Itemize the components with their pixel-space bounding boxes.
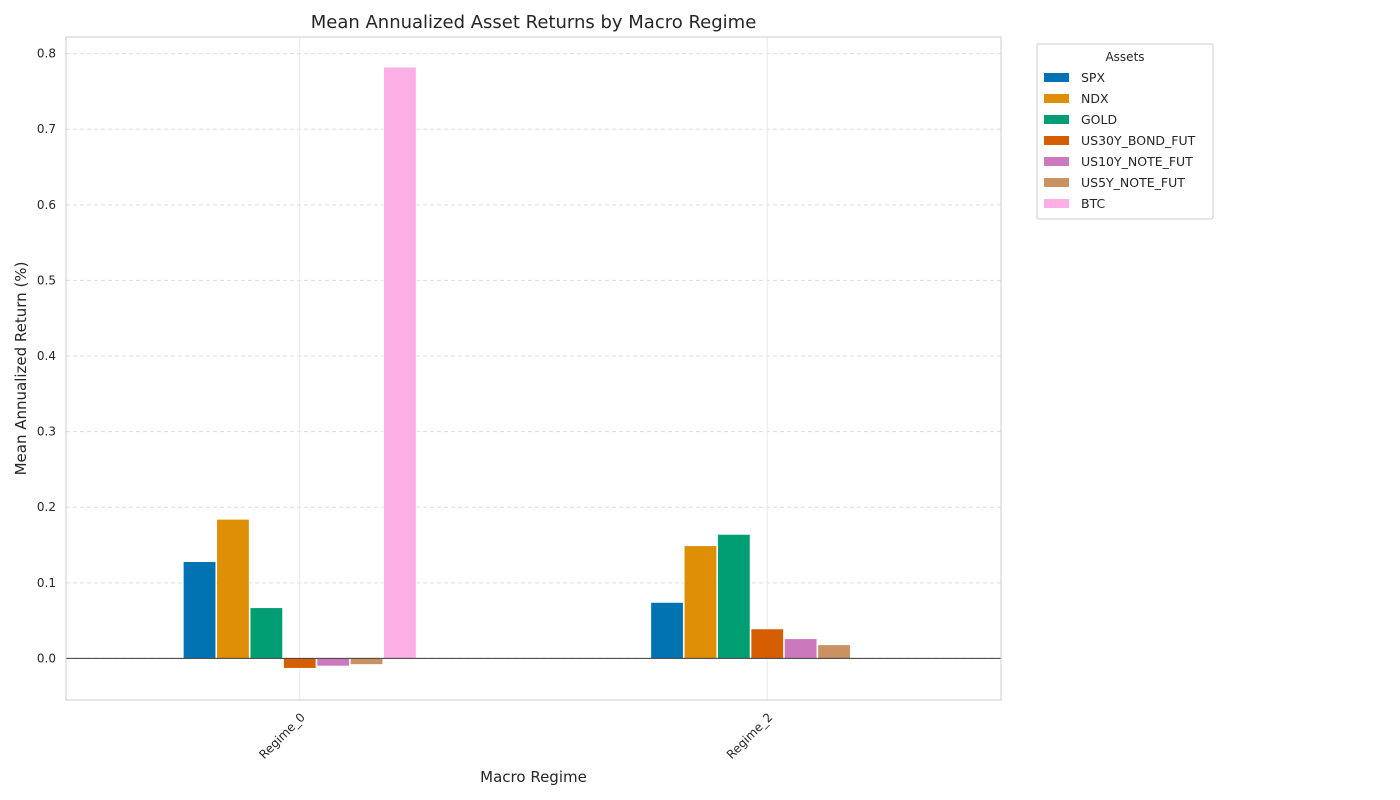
legend-swatch-us10y_note_fut <box>1044 157 1069 166</box>
bar-ndx-regime_0 <box>216 519 250 659</box>
bar-ndx-regime_2 <box>683 545 717 659</box>
y-tick-label: 0.3 <box>37 425 56 439</box>
bar-us10y_note_fut-regime_2 <box>784 638 818 659</box>
y-tick-label: 0.6 <box>37 198 56 212</box>
legend-box <box>1036 43 1214 220</box>
bar-gold-regime_0 <box>249 607 283 659</box>
bar-us30y_bond_fut-regime_2 <box>750 628 784 659</box>
legend-swatch-btc <box>1044 199 1069 208</box>
y-tick-label: 0.1 <box>37 576 56 590</box>
legend-swatch-us30y_bond_fut <box>1044 136 1069 145</box>
legend-title: Assets <box>1105 50 1144 64</box>
legend-label-ndx: NDX <box>1081 91 1109 106</box>
y-tick-label: 0.7 <box>37 122 56 136</box>
legend-label-us5y_note_fut: US5Y_NOTE_FUT <box>1081 175 1185 190</box>
legend: Assets SPX NDX GOLD US30Y_BOND_FUT US10Y_NOT… <box>1036 43 1214 220</box>
legend-swatch-spx <box>1044 73 1069 82</box>
bar-gold-regime_2 <box>717 534 751 659</box>
bar-us5y_note_fut-regime_0 <box>350 658 384 665</box>
plot-frame <box>65 36 1002 701</box>
chart-title: Mean Annualized Asset Returns by Macro R… <box>311 12 757 33</box>
bar-spx-regime_0 <box>183 561 217 659</box>
bar-us30y_bond_fut-regime_0 <box>283 658 317 669</box>
y-tick-label: 0.2 <box>37 500 56 514</box>
bars <box>183 66 851 669</box>
y-tick-label: 0.0 <box>37 651 56 665</box>
legend-swatch-ndx <box>1044 94 1069 103</box>
legend-label-btc: BTC <box>1081 196 1105 211</box>
legend-label-us30y_bond_fut: US30Y_BOND_FUT <box>1081 133 1196 148</box>
bar-us5y_note_fut-regime_2 <box>817 644 851 659</box>
bar-btc-regime_0 <box>383 66 417 659</box>
legend-items: SPX NDX GOLD US30Y_BOND_FUT US10Y_NOTE_FUT US… <box>1044 70 1196 211</box>
y-axis-label: Mean Annualized Return (%) <box>12 262 30 476</box>
legend-label-spx: SPX <box>1081 70 1105 85</box>
y-tick-label: 0.5 <box>37 273 56 287</box>
bar-us10y_note_fut-regime_0 <box>316 658 350 667</box>
y-tick-label: 0.8 <box>37 47 56 61</box>
legend-swatch-us5y_note_fut <box>1044 178 1069 187</box>
legend-label-gold: GOLD <box>1081 112 1117 127</box>
x-axis-label: Macro Regime <box>480 768 587 786</box>
bar-spx-regime_2 <box>650 602 684 659</box>
legend-label-us10y_note_fut: US10Y_NOTE_FUT <box>1081 154 1193 169</box>
legend-swatch-gold <box>1044 115 1069 124</box>
y-tick-label: 0.4 <box>37 349 56 363</box>
y-axis: 0.0 0.1 0.2 0.3 0.4 0.5 0.6 0.7 0.8 <box>37 47 56 666</box>
